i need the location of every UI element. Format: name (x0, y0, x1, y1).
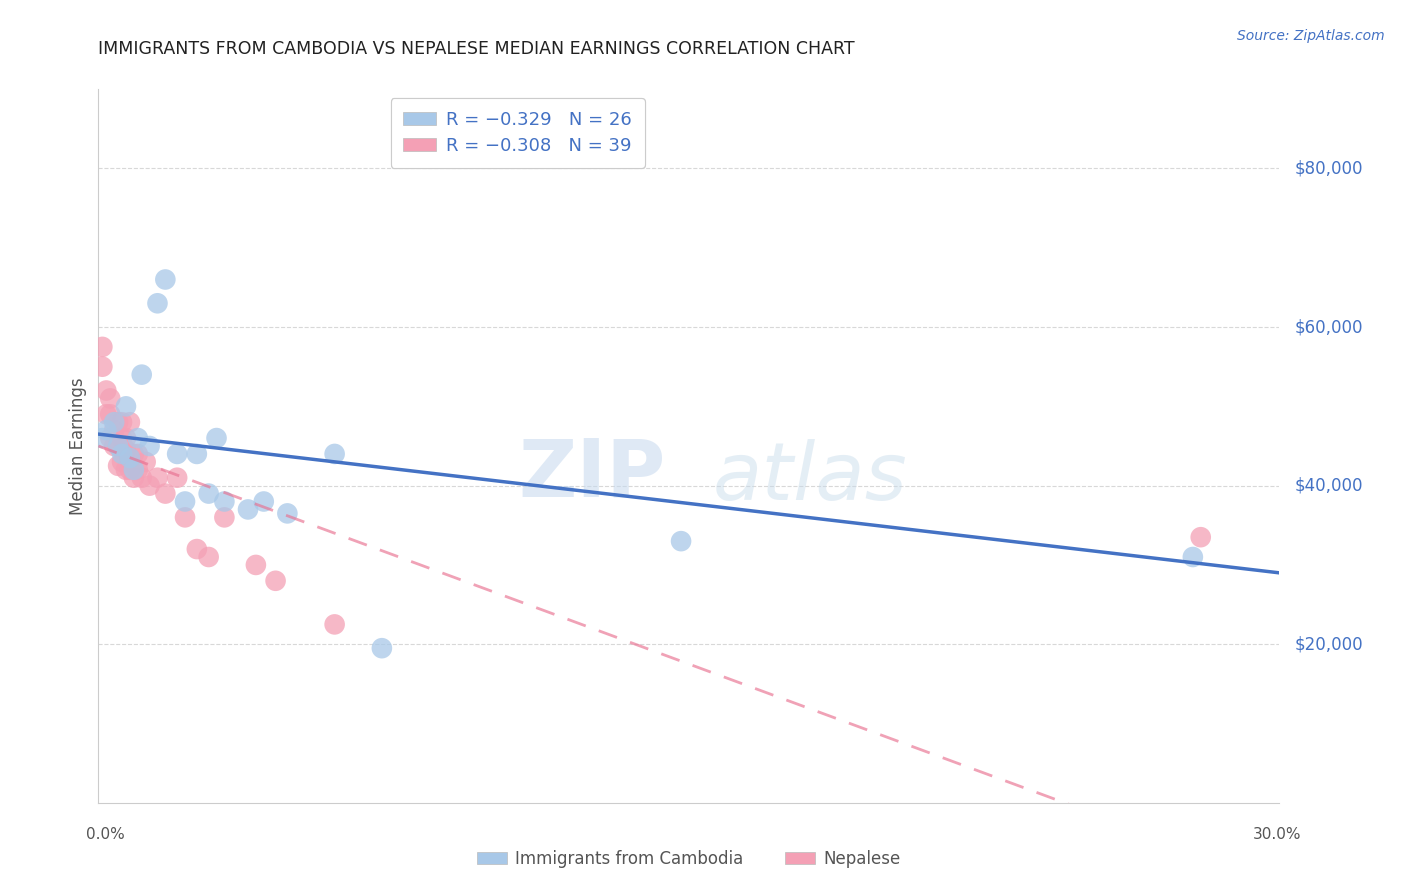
Point (111, 455, 134, 469)
Text: IMMIGRANTS FROM CAMBODIA VS NEPALESE MEDIAN EARNINGS CORRELATION CHART: IMMIGRANTS FROM CAMBODIA VS NEPALESE MED… (98, 40, 855, 58)
Point (111, 415, 134, 429)
Point (205, 431, 228, 445)
Point (103, 423, 125, 437)
Point (91, 359, 114, 374)
Point (131, 368, 153, 382)
Text: $20,000: $20,000 (1295, 635, 1364, 653)
Point (186, 447, 208, 461)
Point (111, 447, 134, 461)
Text: 30.0%: 30.0% (1253, 827, 1301, 841)
Point (107, 415, 129, 429)
Point (98, 431, 121, 445)
Point (115, 400, 138, 414)
Point (669, 534, 692, 549)
Point (107, 439, 129, 453)
Point (96, 407, 118, 421)
Point (323, 617, 346, 632)
Point (118, 415, 141, 429)
Point (174, 494, 197, 508)
Point (127, 431, 149, 445)
Point (371, 641, 394, 656)
Point (98, 407, 121, 421)
Point (138, 439, 160, 453)
Point (174, 510, 197, 524)
Point (155, 486, 177, 500)
Text: $60,000: $60,000 (1295, 318, 1364, 336)
Point (107, 458, 129, 473)
Text: ZIP: ZIP (517, 435, 665, 514)
Point (131, 471, 153, 485)
Point (166, 447, 188, 461)
Point (91, 340, 114, 354)
Point (115, 442, 138, 457)
Point (103, 439, 125, 453)
Text: $80,000: $80,000 (1295, 160, 1364, 178)
Point (214, 510, 236, 524)
Point (214, 494, 236, 508)
Point (91, 431, 114, 445)
Point (323, 447, 346, 461)
Point (107, 439, 129, 453)
Point (276, 507, 298, 521)
Point (245, 558, 267, 572)
Legend: Immigrants from Cambodia, Nepalese: Immigrants from Cambodia, Nepalese (471, 844, 907, 875)
Point (118, 463, 141, 477)
Point (1181, 549, 1204, 564)
Point (146, 471, 169, 485)
Point (118, 450, 141, 465)
Point (127, 447, 149, 461)
Point (138, 478, 160, 492)
Point (236, 502, 259, 516)
Point (122, 447, 145, 461)
Point (96, 384, 118, 398)
Point (155, 272, 177, 286)
Point (166, 471, 188, 485)
Point (197, 549, 219, 564)
Point (264, 574, 287, 588)
Point (115, 463, 138, 477)
Text: 0.0%: 0.0% (86, 827, 125, 841)
Point (103, 415, 125, 429)
Point (122, 463, 145, 477)
Point (253, 494, 276, 508)
Point (127, 463, 149, 477)
Text: atlas: atlas (713, 439, 907, 517)
Point (186, 542, 208, 557)
Point (197, 486, 219, 500)
Point (111, 431, 134, 445)
Y-axis label: Median Earnings: Median Earnings (69, 377, 87, 515)
Point (146, 296, 169, 310)
Point (135, 455, 157, 469)
Point (115, 431, 138, 445)
Point (1189, 530, 1212, 544)
Text: Source: ZipAtlas.com: Source: ZipAtlas.com (1237, 29, 1385, 43)
Point (118, 450, 141, 465)
Text: $40,000: $40,000 (1295, 476, 1364, 495)
Point (98, 392, 121, 406)
Legend: R = −0.329   N = 26, R = −0.308   N = 39: R = −0.329 N = 26, R = −0.308 N = 39 (391, 98, 645, 168)
Point (122, 471, 145, 485)
Point (96, 423, 118, 437)
